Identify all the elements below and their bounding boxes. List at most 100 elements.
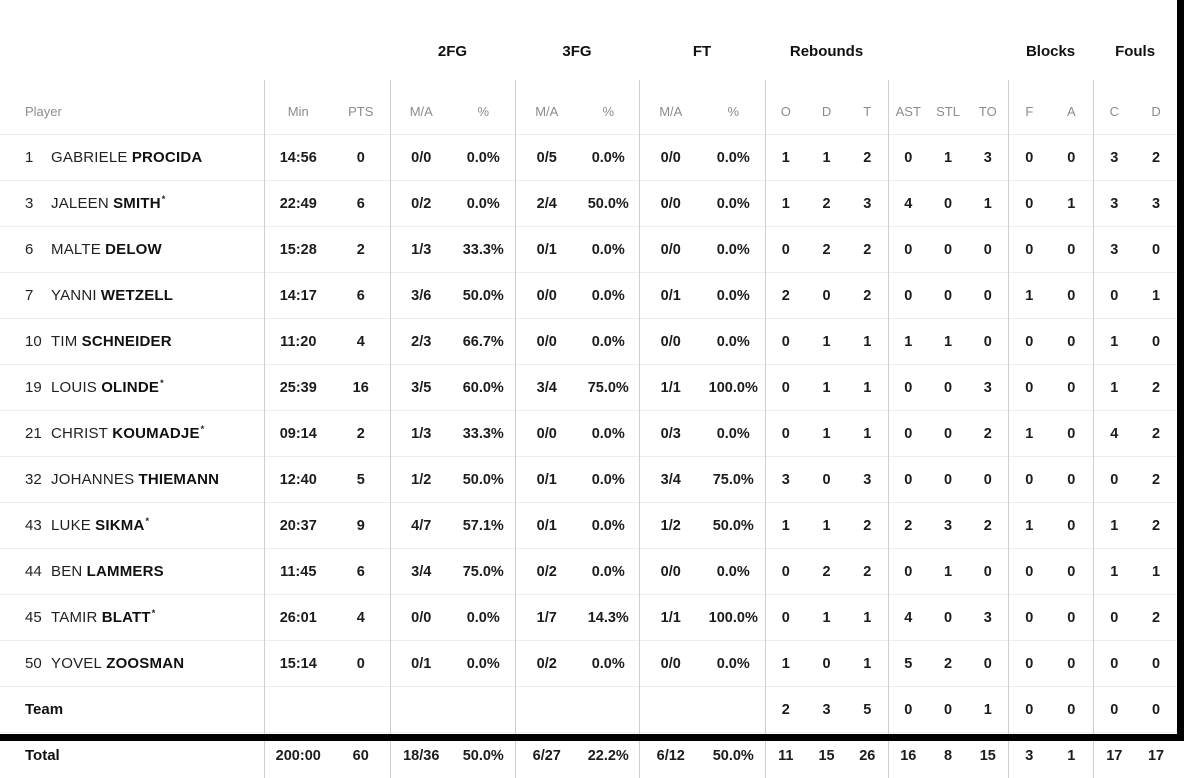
stat-cell-3fg-pct: 0.0% bbox=[578, 457, 639, 503]
stat-cell-pts: 4 bbox=[332, 319, 390, 365]
player-first-name: TAMIR bbox=[51, 609, 98, 626]
stat-cell-foul-c: 0 bbox=[1093, 457, 1135, 503]
stat-cell-pts: 6 bbox=[332, 181, 390, 227]
stat-cell-foul-d: 1 bbox=[1135, 549, 1177, 595]
stat-cell-reb-d: 1 bbox=[806, 319, 847, 365]
stat-cell-blk-a: 0 bbox=[1050, 595, 1093, 641]
stat-cell-blk-f: 1 bbox=[1008, 273, 1050, 319]
stat-cell-min: 11:20 bbox=[264, 319, 332, 365]
stat-cell-blk-a: 0 bbox=[1050, 641, 1093, 687]
stat-cell-2fg-ma: 4/7 bbox=[390, 503, 452, 549]
stat-cell-reb-t: 1 bbox=[847, 595, 888, 641]
stat-cell-stl: 0 bbox=[928, 181, 968, 227]
stat-cell-ft-pct: 50.0% bbox=[702, 503, 765, 549]
stat-cell-2fg-pct: 33.3% bbox=[452, 411, 515, 457]
stat-cell-foul-c: 1 bbox=[1093, 503, 1135, 549]
col-header-reb-o: O bbox=[765, 80, 806, 135]
stat-cell-pts: 6 bbox=[332, 549, 390, 595]
stat-cell-ft-pct: 100.0% bbox=[702, 595, 765, 641]
group-header-3fg: 3FG bbox=[515, 0, 639, 80]
stat-cell-3fg-ma: 1/7 bbox=[515, 595, 578, 641]
player-last-name: SIKMA bbox=[95, 517, 144, 534]
stat-cell-2fg-ma: 0/1 bbox=[390, 641, 452, 687]
stat-cell-blk-f: 1 bbox=[1008, 503, 1050, 549]
stat-cell-min: 15:14 bbox=[264, 641, 332, 687]
total-label: Total bbox=[25, 747, 60, 764]
stat-cell-2fg-pct: 33.3% bbox=[452, 227, 515, 273]
player-number: 10 bbox=[25, 333, 51, 350]
stat-cell-reb-t: 2 bbox=[847, 273, 888, 319]
stat-cell-stl: 3 bbox=[928, 503, 968, 549]
player-last-name: SMITH bbox=[113, 195, 161, 212]
stat-cell-ft-ma: 0/0 bbox=[639, 181, 702, 227]
stat-cell-reb-d: 0 bbox=[806, 273, 847, 319]
stat-cell-2fg-pct bbox=[452, 687, 515, 733]
stat-cell-stl: 0 bbox=[928, 227, 968, 273]
group-header-spacer bbox=[0, 0, 390, 80]
stat-cell-reb-d: 3 bbox=[806, 687, 847, 733]
stat-cell-2fg-ma: 0/0 bbox=[390, 135, 452, 181]
stat-cell-to: 0 bbox=[968, 227, 1008, 273]
stat-cell-2fg-ma: 2/3 bbox=[390, 319, 452, 365]
stat-cell-reb-d: 0 bbox=[806, 457, 847, 503]
stat-cell-foul-d: 2 bbox=[1135, 365, 1177, 411]
player-last-name: PROCIDA bbox=[132, 149, 203, 166]
stat-cell-stl: 1 bbox=[928, 549, 968, 595]
col-header-foul-c: C bbox=[1093, 80, 1135, 135]
stat-cell-reb-t: 3 bbox=[847, 181, 888, 227]
stat-cell-ast: 5 bbox=[888, 641, 928, 687]
stat-cell-ft-pct: 75.0% bbox=[702, 457, 765, 503]
stat-cell-2fg-ma: 3/5 bbox=[390, 365, 452, 411]
group-header-fouls: Fouls bbox=[1093, 0, 1177, 80]
group-header-2fg: 2FG bbox=[390, 0, 515, 80]
stat-cell-3fg-pct bbox=[578, 687, 639, 733]
stat-cell-min: 12:40 bbox=[264, 457, 332, 503]
stat-cell-reb-t: 5 bbox=[847, 687, 888, 733]
stat-cell-pts: 4 bbox=[332, 595, 390, 641]
player-last-name: THIEMANN bbox=[138, 471, 219, 488]
stat-cell-3fg-ma: 3/4 bbox=[515, 365, 578, 411]
team-label: Team bbox=[25, 701, 63, 718]
player-number: 43 bbox=[25, 517, 51, 534]
stat-cell-3fg-pct: 75.0% bbox=[578, 365, 639, 411]
player-last-name: BLATT bbox=[102, 609, 151, 626]
player-number: 44 bbox=[25, 563, 51, 580]
group-header-spacer bbox=[888, 0, 1008, 80]
stat-cell-reb-o: 1 bbox=[765, 503, 806, 549]
col-header-ft-pct: % bbox=[702, 80, 765, 135]
player-first-name: JALEEN bbox=[51, 195, 109, 212]
stat-cell-3fg-pct: 0.0% bbox=[578, 135, 639, 181]
bottom-frame-edge bbox=[0, 734, 1184, 741]
stat-cell-blk-f: 1 bbox=[1008, 411, 1050, 457]
stat-cell-foul-c: 4 bbox=[1093, 411, 1135, 457]
stat-cell-min: 25:39 bbox=[264, 365, 332, 411]
stat-cell-3fg-ma: 0/2 bbox=[515, 549, 578, 595]
stat-cell-ast: 0 bbox=[888, 411, 928, 457]
col-header-blk-f: F bbox=[1008, 80, 1050, 135]
stat-cell-3fg-pct: 50.0% bbox=[578, 181, 639, 227]
stat-cell-blk-f: 0 bbox=[1008, 641, 1050, 687]
player-first-name: TIM bbox=[51, 333, 77, 350]
stat-cell-min: 14:17 bbox=[264, 273, 332, 319]
stat-cell-3fg-pct: 0.0% bbox=[578, 227, 639, 273]
stat-cell-blk-a: 0 bbox=[1050, 227, 1093, 273]
stat-cell-2fg-ma: 3/4 bbox=[390, 549, 452, 595]
stat-cell-reb-o: 2 bbox=[765, 273, 806, 319]
stat-cell-3fg-ma: 0/1 bbox=[515, 503, 578, 549]
stat-cell-to: 0 bbox=[968, 273, 1008, 319]
stat-cell-3fg-pct: 0.0% bbox=[578, 319, 639, 365]
stat-cell-ft-ma: 0/0 bbox=[639, 319, 702, 365]
stat-cell-to: 3 bbox=[968, 135, 1008, 181]
stat-cell-reb-t: 3 bbox=[847, 457, 888, 503]
stat-cell-to: 0 bbox=[968, 641, 1008, 687]
